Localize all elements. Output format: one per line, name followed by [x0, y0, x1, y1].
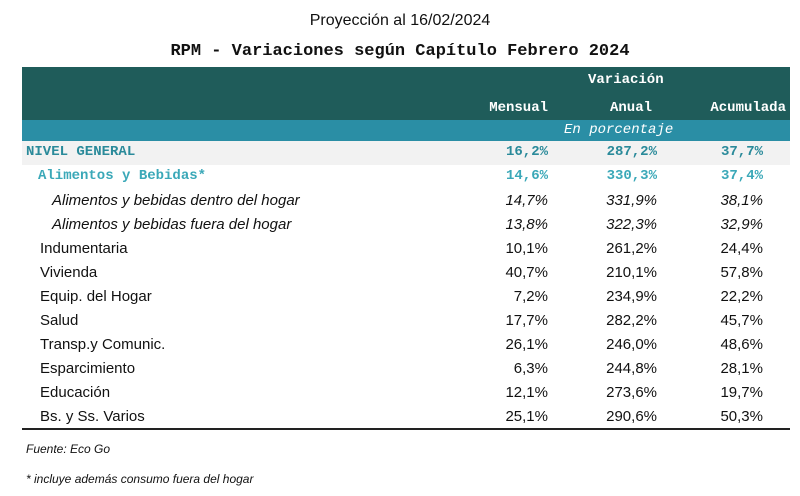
row-label: Bs. y Ss. Varios — [40, 408, 145, 425]
bottom-rule — [22, 428, 790, 430]
row-value: 16,2% — [505, 144, 548, 160]
row-value: 234,9% — [606, 288, 657, 305]
footnote: * incluye además consumo fuera del hogar — [26, 472, 254, 486]
table-row: Educación 12,1% 273,6% 19,7% — [22, 381, 790, 405]
row-value: 13,8% — [505, 216, 548, 233]
row-label: Alimentos y Bebidas* — [38, 168, 207, 184]
row-value: 40,7% — [505, 264, 548, 281]
row-value: 12,1% — [505, 384, 548, 401]
header-mensual: Mensual — [489, 100, 548, 116]
row-value: 32,9% — [720, 216, 763, 233]
row-label: Indumentaria — [40, 240, 128, 257]
row-label: Alimentos y bebidas fuera del hogar — [52, 216, 292, 233]
row-label: Educación — [40, 384, 111, 401]
row-value: 14,6% — [505, 168, 548, 184]
row-label: Transp.y Comunic. — [40, 336, 166, 353]
row-value: 290,6% — [606, 408, 657, 425]
variation-table: Variación Mensual Anual Acumulada En por… — [22, 67, 790, 429]
table-row: Indumentaria 10,1% 261,2% 24,4% — [22, 237, 790, 261]
row-value: 282,2% — [606, 312, 657, 329]
table-row: Esparcimiento 6,3% 244,8% 28,1% — [22, 357, 790, 381]
row-value: 287,2% — [606, 144, 657, 160]
supertitle: Proyección al 16/02/2024 — [309, 12, 491, 29]
table-row: Alimentos y bebidas fuera del hogar 13,8%… — [22, 213, 790, 237]
row-value: 26,1% — [505, 336, 548, 353]
row-value: 261,2% — [606, 240, 657, 257]
table-row: Salud 17,7% 282,2% 45,7% — [22, 309, 790, 333]
row-value: 17,7% — [505, 312, 548, 329]
row-value: 37,7% — [720, 144, 763, 160]
row-value: 37,4% — [720, 168, 763, 184]
unit-label: En porcentaje — [564, 122, 674, 138]
table-row: Transp.y Comunic. 26,1% 246,0% 48,6% — [22, 333, 790, 357]
table-row: Bs. y Ss. Varios 25,1% 290,6% 50,3% — [22, 405, 790, 429]
row-label: Esparcimiento — [40, 360, 136, 377]
table-row: Equip. del Hogar 7,2% 234,9% 22,2% — [22, 285, 790, 309]
row-value: 50,3% — [720, 408, 763, 425]
row-value: 210,1% — [606, 264, 657, 281]
header-cols-row: Mensual Anual Acumulada — [22, 95, 790, 120]
row-value: 7,2% — [513, 288, 548, 305]
row-value: 38,1% — [720, 192, 763, 209]
row-label: Equip. del Hogar — [40, 288, 152, 305]
row-value: 244,8% — [606, 360, 657, 377]
row-value: 48,6% — [720, 336, 763, 353]
table-title: RPM - Variaciones según Capítulo Febrero… — [170, 42, 630, 61]
row-value: 24,4% — [720, 240, 763, 257]
row-value: 25,1% — [505, 408, 548, 425]
row-value: 322,3% — [606, 216, 657, 233]
source-note: Fuente: Eco Go — [26, 442, 111, 456]
row-label: Salud — [40, 312, 79, 329]
row-value: 246,0% — [606, 336, 657, 353]
row-value: 273,6% — [606, 384, 657, 401]
table-row: NIVEL GENERAL 16,2% 287,2% 37,7% — [22, 141, 790, 165]
header-variacion: Variación — [588, 72, 664, 88]
row-value: 14,7% — [505, 192, 548, 209]
row-value: 330,3% — [606, 168, 657, 184]
row-value: 22,2% — [720, 288, 763, 305]
row-value: 331,9% — [606, 192, 657, 209]
row-value: 19,7% — [720, 384, 763, 401]
table-row: Vivienda 40,7% 210,1% 57,8% — [22, 261, 790, 285]
row-label: Alimentos y bebidas dentro del hogar — [52, 192, 300, 209]
header-acumulada: Acumulada — [710, 100, 786, 116]
row-value: 10,1% — [505, 240, 548, 257]
header-group-row: Variación — [22, 67, 790, 95]
row-value: 57,8% — [720, 264, 763, 281]
row-value: 28,1% — [720, 360, 763, 377]
table-row: Alimentos y bebidas dentro del hogar 14,7… — [22, 189, 790, 213]
row-value: 6,3% — [513, 360, 548, 377]
table-row: Alimentos y Bebidas* 14,6% 330,3% 37,4% — [22, 165, 790, 189]
row-label: NIVEL GENERAL — [26, 144, 136, 160]
row-value: 45,7% — [720, 312, 763, 329]
unit-band: En porcentaje — [22, 120, 790, 141]
row-label: Vivienda — [40, 264, 98, 281]
header-anual: Anual — [609, 100, 652, 116]
